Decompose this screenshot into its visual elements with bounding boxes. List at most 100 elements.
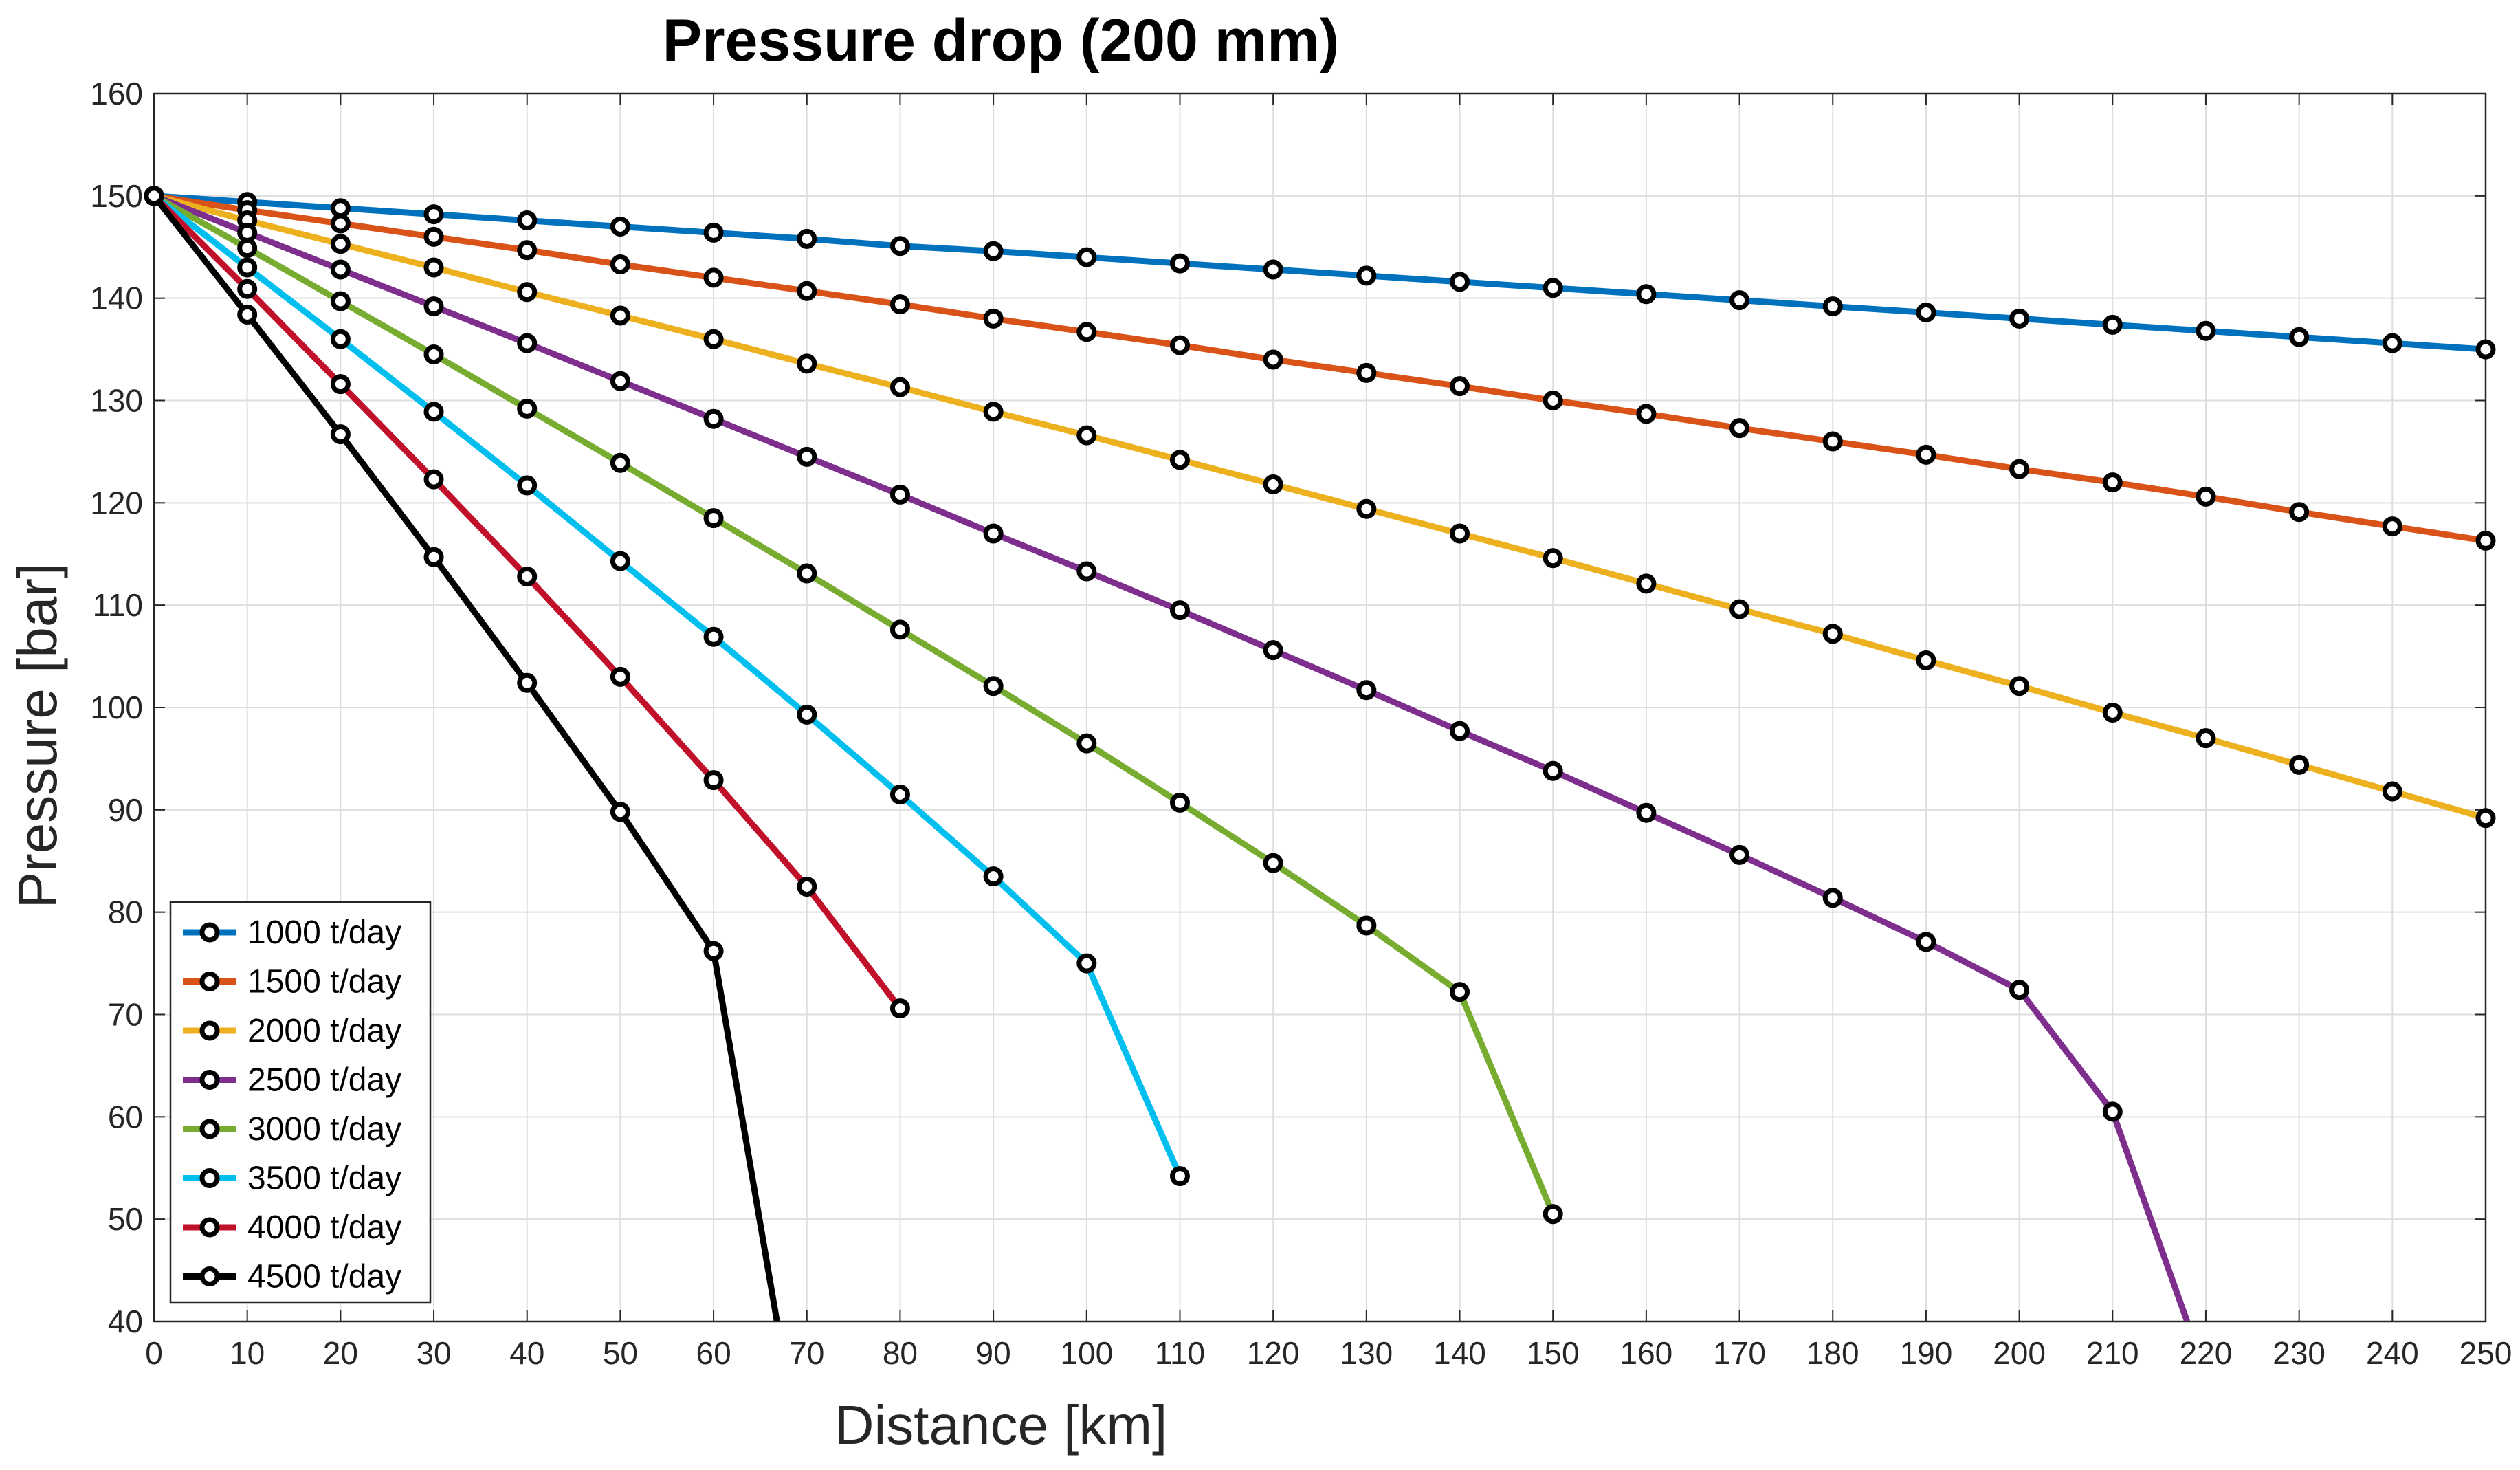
chart-title: Pressure drop (200 mm) — [663, 8, 1340, 74]
data-point — [2196, 728, 2216, 749]
series-line — [154, 193, 1556, 1216]
data-point — [1076, 425, 1097, 446]
x-tick-label: 50 — [603, 1335, 638, 1371]
legend-item: 2500 t/day — [183, 1062, 401, 1099]
data-point — [423, 204, 444, 225]
x-tick-label: 60 — [696, 1335, 731, 1371]
data-point — [144, 186, 164, 206]
data-point — [1916, 444, 1936, 465]
data-point — [1450, 721, 1470, 741]
legend-label: 3000 t/day — [247, 1111, 401, 1148]
data-point — [2475, 339, 2496, 360]
data-point — [2382, 516, 2402, 537]
series-3500-t-day — [144, 186, 1190, 1187]
x-tick-label: 210 — [2086, 1335, 2139, 1371]
y-tick-label: 90 — [108, 792, 143, 828]
x-tick-label: 80 — [883, 1335, 918, 1371]
data-point — [237, 257, 258, 278]
data-point — [1543, 548, 1563, 569]
legend-marker — [199, 1168, 220, 1188]
data-point — [1543, 760, 1563, 781]
x-tick-label: 170 — [1713, 1335, 1766, 1371]
legend-label: 2000 t/day — [247, 1013, 401, 1049]
data-point — [610, 305, 630, 326]
data-point — [330, 213, 351, 234]
data-point — [889, 294, 910, 315]
x-tick-label: 30 — [416, 1335, 451, 1371]
data-point — [889, 619, 910, 640]
legend-item: 2000 t/day — [183, 1013, 401, 1049]
data-point — [2102, 472, 2123, 493]
x-tick-label: 220 — [2180, 1335, 2233, 1371]
data-point — [517, 282, 538, 303]
data-point — [1076, 247, 1097, 267]
legend-item: 1500 t/day — [183, 964, 401, 1000]
data-point — [237, 304, 258, 325]
data-point — [2475, 808, 2496, 829]
x-tick-label: 140 — [1433, 1335, 1486, 1371]
x-tick-label: 130 — [1340, 1335, 1393, 1371]
data-point — [2009, 308, 2030, 329]
data-point — [703, 770, 724, 791]
data-point — [237, 222, 258, 243]
x-tick-label: 100 — [1060, 1335, 1113, 1371]
data-point — [983, 866, 1004, 887]
data-point — [1636, 573, 1657, 594]
data-point — [983, 523, 1004, 544]
data-point — [517, 566, 538, 586]
x-tick-label: 90 — [976, 1335, 1011, 1371]
x-tick-label: 0 — [145, 1335, 163, 1371]
data-point — [2289, 754, 2310, 775]
data-point — [1169, 600, 1190, 621]
data-point — [1729, 418, 1750, 439]
data-point — [889, 236, 910, 256]
data-point — [1169, 1166, 1190, 1187]
y-tick-label: 100 — [90, 690, 143, 725]
x-tick-label: 190 — [1900, 1335, 1953, 1371]
data-point — [423, 296, 444, 317]
data-point — [1169, 450, 1190, 470]
data-point — [2102, 702, 2123, 723]
data-point — [1636, 404, 1657, 424]
data-point — [330, 259, 351, 280]
data-point — [889, 998, 910, 1019]
data-point — [797, 281, 817, 301]
series-line — [154, 194, 780, 1321]
data-point — [330, 234, 351, 254]
data-point — [517, 240, 538, 261]
data-point — [1263, 640, 1283, 661]
data-point — [423, 257, 444, 278]
x-tick-label: 120 — [1247, 1335, 1300, 1371]
data-point — [2102, 1101, 2123, 1122]
data-point — [703, 408, 724, 429]
data-point — [1263, 259, 1283, 280]
data-point — [703, 941, 724, 961]
data-point — [1636, 284, 1657, 305]
x-tick-label: 200 — [1993, 1335, 2046, 1371]
legend-item: 1000 t/day — [183, 914, 401, 951]
data-point — [330, 291, 351, 311]
data-point — [610, 216, 630, 237]
axes: 0 10 20 30 40 50 60 70 80 90 100 110 120 130 140 150 160… — [90, 76, 2512, 1371]
series-line — [154, 193, 2486, 544]
legend-item: 4500 t/day — [183, 1259, 401, 1295]
data-point — [2196, 486, 2216, 507]
data-point — [1916, 650, 1936, 671]
data-point — [1729, 290, 1750, 311]
data-point — [889, 785, 910, 805]
y-tick-label: 40 — [108, 1304, 143, 1339]
y-tick-label: 120 — [90, 485, 143, 520]
x-tick-label: 10 — [230, 1335, 265, 1371]
y-tick-label: 150 — [90, 178, 143, 214]
x-axis-label: Distance [km] — [835, 1394, 1168, 1456]
legend-label: 3500 t/day — [247, 1161, 401, 1197]
data-point — [1263, 349, 1283, 370]
x-tick-label: 160 — [1620, 1335, 1673, 1371]
legend-label: 4500 t/day — [247, 1259, 401, 1295]
data-point — [1169, 335, 1190, 355]
data-point — [1543, 278, 1563, 298]
data-point — [2196, 320, 2216, 341]
data-point — [517, 672, 538, 693]
data-point — [330, 329, 351, 349]
